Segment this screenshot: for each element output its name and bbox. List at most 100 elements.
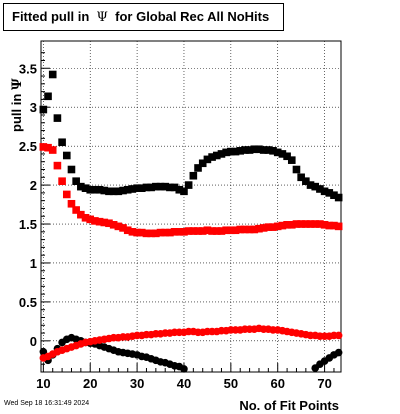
series-1-point [180,228,188,236]
series-1-point [123,226,132,235]
series-1-point [133,228,141,237]
series-1-point [302,220,310,228]
series-0-point [123,185,132,194]
y-tick-label: 1 [30,256,37,271]
series-0-point [212,151,221,160]
series-0-point [48,70,57,79]
series-0-point [269,147,277,155]
series-2-point [334,348,343,357]
series-1-point [119,224,127,232]
series-0-point [255,145,263,154]
series-1-point [128,228,137,236]
y-tick-label: 1.5 [19,217,37,232]
series-1-point [156,228,165,237]
series-1-point [283,221,291,229]
series-0-point [311,182,320,191]
series-1-point [91,217,99,225]
series-0-point [142,183,151,192]
series-1-point [320,221,329,229]
series-1-point [170,228,179,236]
series-1-point [72,206,80,214]
series-1-point [306,220,315,228]
series-0-point [77,182,85,191]
series-0-point [166,183,174,192]
series-0-point [241,146,249,154]
series-1-point [137,228,146,237]
series-1-point [245,225,254,234]
y-tick-label: 3.5 [19,61,37,76]
series-1-point [231,226,240,235]
y-tick-label: 2 [30,178,37,193]
series-1-point [334,222,343,231]
series-1-point [222,226,230,235]
series-0-point [86,185,95,194]
series-0-point [156,182,165,191]
series-1-point [259,224,268,232]
series-0-point [330,191,338,200]
series-1-point [62,190,71,199]
series-0-point [203,155,212,164]
series-1-point [77,210,85,219]
x-tick-label: 40 [177,376,191,391]
series-0-point [297,173,305,182]
series-0-point [161,182,170,191]
psi-symbol: Ψ [96,10,108,25]
series-1-point [44,143,52,152]
series-1-point [194,227,202,235]
timestamp-footer: Wed Sep 18 16:31:49 2024 [4,400,90,407]
series-0-point [44,92,52,101]
series-1-point [311,220,320,228]
series-1-point [297,220,305,228]
series-1-point [53,161,62,170]
x-tick-label: 10 [36,376,50,391]
series-0-point [91,185,99,194]
series-1-point [142,229,151,238]
series-0-point [236,147,245,155]
series-1-point [212,227,221,235]
series-2-point [39,347,48,356]
x-tick-label: 60 [270,376,284,391]
series-1-point [184,227,193,235]
series-0-point [320,187,329,196]
series-0-point [259,146,268,154]
series-0-point [189,171,198,180]
series-0-point [325,189,334,197]
title-suffix: for Global Rec All NoHits [115,9,270,24]
y-tick-label: 3 [30,100,37,115]
series-1-point [48,146,57,154]
x-tick-label: 30 [130,376,144,391]
series-1-point [330,221,338,230]
series-0-point [264,146,273,154]
series-1-point [236,225,245,234]
series-0-point [95,185,104,194]
series-0-point [114,187,123,196]
series-1-point [86,215,95,224]
x-tick-label: 70 [317,376,331,391]
series-1-point [100,218,109,227]
series-1-point [81,213,90,222]
series-0-point [175,185,184,194]
series-3-point [334,331,343,340]
chart-title: Fitted pull in Ψ for Global Rec All NoHi… [3,3,284,31]
data-marks [39,70,343,373]
series-1-point [166,228,174,237]
series-0-point [100,186,109,195]
series-2-point [180,365,188,373]
series-0-point [292,165,301,174]
series-1-point [161,228,170,237]
y-tick-label: 2.5 [19,139,37,154]
series-0-point [217,150,226,158]
series-0-point [334,193,343,202]
series-1-point [227,226,235,235]
series-0-point [273,148,282,157]
series-1-point [109,221,118,229]
series-1-point [189,227,198,235]
series-1-point [255,224,263,233]
series-1-point [273,222,282,231]
series-0-point [287,156,296,164]
x-tick-label: 20 [83,376,97,391]
series-0-point [58,138,66,147]
series-0-point [62,151,71,160]
y-tick-label: 0 [30,334,37,349]
